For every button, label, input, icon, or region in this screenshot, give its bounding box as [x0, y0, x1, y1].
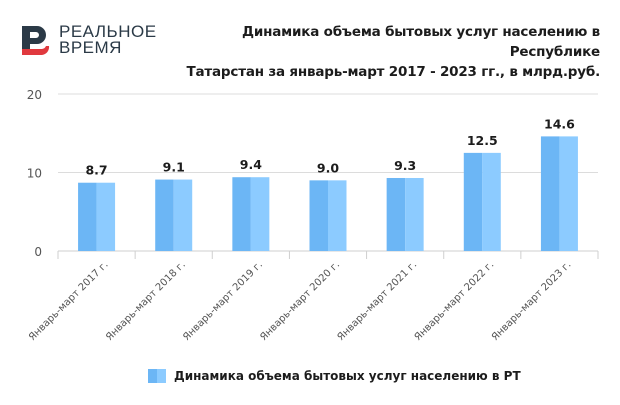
x-tick-label: Январь-март 2019 г. — [181, 259, 265, 343]
data-label: 12.5 — [467, 133, 498, 148]
data-label: 8.7 — [85, 163, 107, 178]
y-tick-label: 0 — [34, 245, 42, 259]
bar-highlight — [96, 182, 116, 251]
bar — [155, 179, 174, 251]
data-label: 9.1 — [163, 160, 185, 175]
chart-title-line-1: Динамика объема бытовых услуг населению … — [242, 24, 600, 60]
bar — [309, 180, 328, 251]
logo-text: РЕАЛЬНОЕ ВРЕМЯ — [59, 22, 157, 57]
bar-highlight — [482, 152, 501, 251]
logo-line-1: РЕАЛЬНОЕ — [59, 22, 157, 41]
x-tick-label: Январь-март 2018 г. — [104, 259, 188, 343]
chart-title-line-2: Татарстан за январь-март 2017 - 2023 гг.… — [186, 64, 600, 80]
bar — [78, 182, 97, 251]
data-label: 9.3 — [394, 158, 416, 173]
bar — [463, 152, 483, 251]
logo-mark-icon — [22, 26, 50, 55]
bar-highlight — [173, 179, 193, 251]
data-label: 9.4 — [240, 157, 262, 172]
bar — [386, 177, 406, 251]
logo-line-2: ВРЕМЯ — [59, 38, 122, 57]
data-label: 14.6 — [544, 116, 575, 131]
legend: Динамика объема бытовых услуг населению … — [148, 369, 521, 383]
bar-highlight — [328, 180, 347, 251]
x-tick-label: Январь-март 2017 г. — [27, 259, 111, 343]
x-tick-label: Январь-март 2021 г. — [336, 259, 420, 343]
x-tick-label: Январь-март 2022 г. — [413, 259, 497, 343]
data-label: 9.0 — [317, 160, 339, 175]
legend-label: Динамика объема бытовых услуг населению … — [174, 369, 521, 383]
bar — [540, 136, 560, 251]
x-tick-label: Январь-март 2020 г. — [258, 259, 342, 343]
y-tick-label: 20 — [27, 88, 42, 102]
bar-highlight — [405, 177, 424, 251]
chart-title: Динамика объема бытовых услуг населению … — [170, 22, 600, 82]
bar-highlight — [559, 136, 578, 251]
bar-highlight — [250, 177, 270, 251]
x-tick-label: Январь-март 2023 г. — [490, 259, 574, 343]
y-tick-label: 10 — [27, 167, 42, 181]
legend-swatch — [148, 369, 166, 383]
logo: РЕАЛЬНОЕ ВРЕМЯ — [20, 22, 157, 57]
bar — [232, 177, 251, 251]
